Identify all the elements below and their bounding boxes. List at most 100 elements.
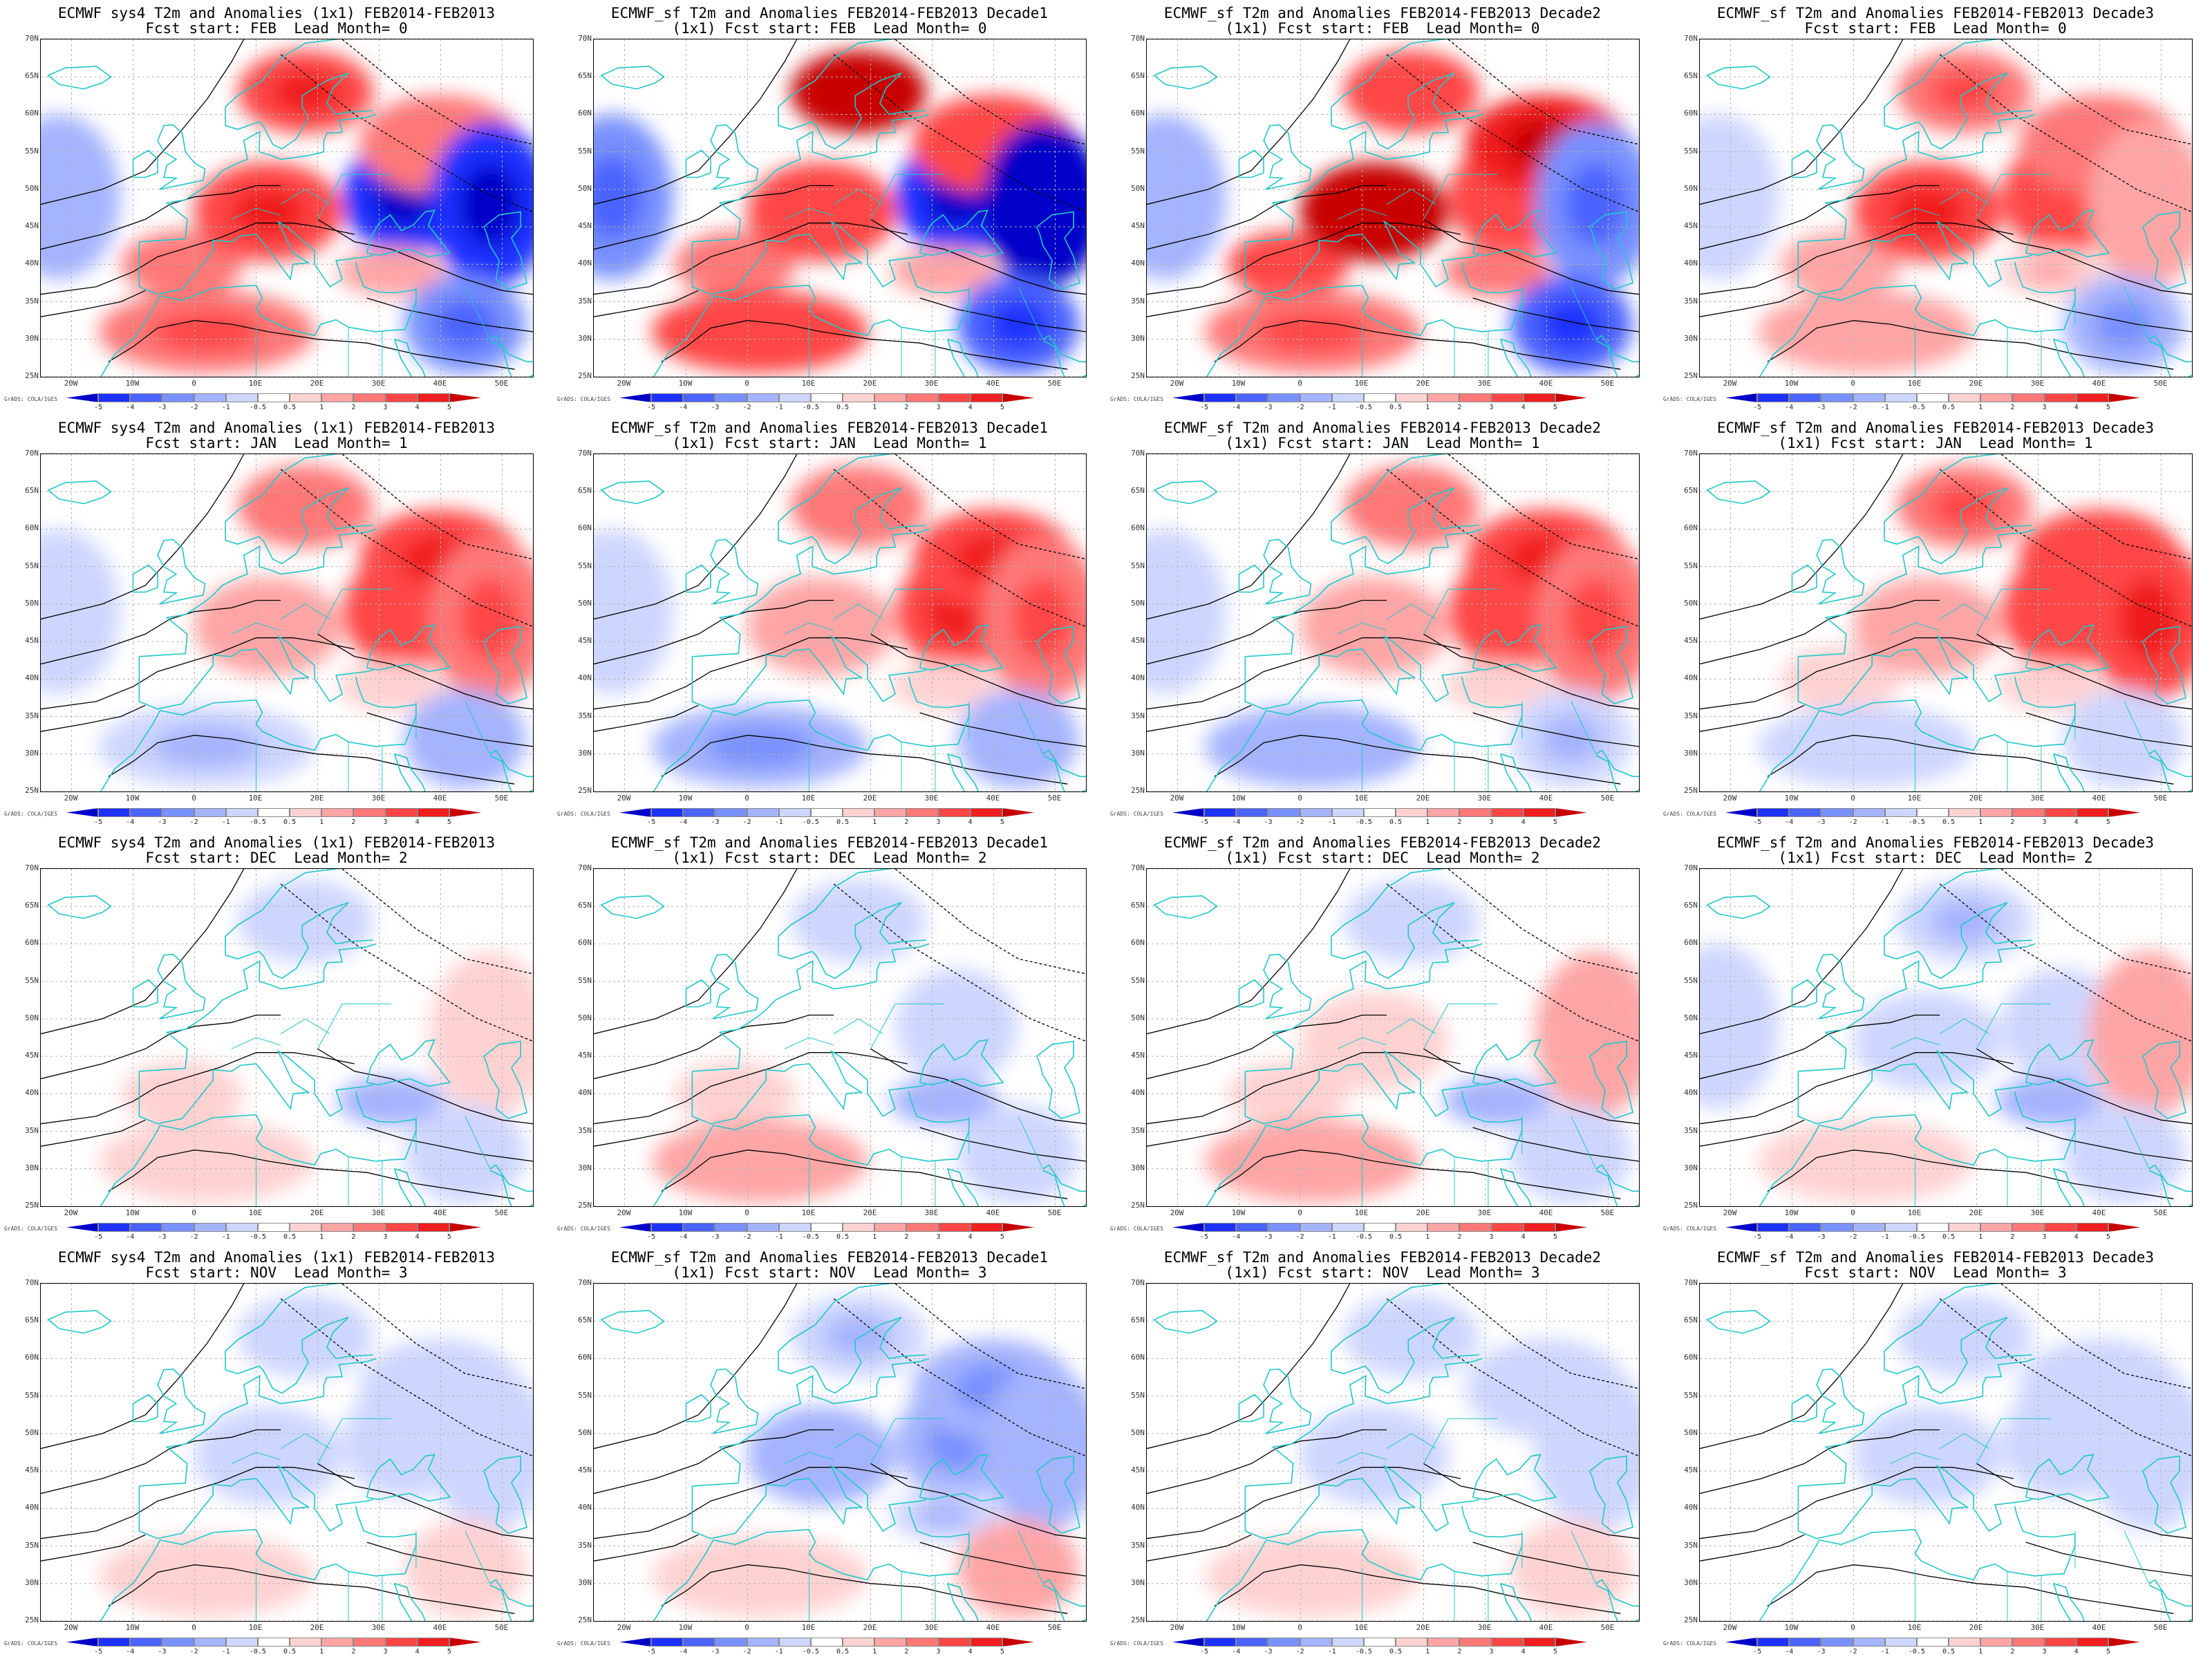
longitude-label: 40E xyxy=(2092,1623,2106,1632)
coastline xyxy=(2142,626,2187,704)
anomaly-map xyxy=(593,39,1087,377)
panel-title-line1: ECMWF sys4 T2m and Anomalies (1x1) FEB20… xyxy=(57,1249,496,1266)
contour-line xyxy=(1767,735,2174,785)
longitude-label: 50E xyxy=(2153,794,2168,803)
coastline xyxy=(1244,220,1479,295)
border-line xyxy=(833,189,883,205)
map-panel: ECMWF_sf T2m and Anomalies FEB2014-FEB20… xyxy=(1106,0,1659,415)
coastline xyxy=(1791,979,1817,1008)
coastline xyxy=(778,454,939,541)
coastline xyxy=(1595,340,1639,377)
longitude-label: 0 xyxy=(1850,379,1855,388)
colorbar-tick: 3 xyxy=(2042,1233,2047,1241)
colorbar-segment xyxy=(1789,808,1821,817)
colorbar-tick: 0.5 xyxy=(1389,404,1403,411)
border-line xyxy=(231,1037,281,1049)
border-line xyxy=(1386,1018,1436,1035)
colorbar-segment xyxy=(715,1223,747,1232)
colorbar-tick: -1 xyxy=(1880,1233,1889,1241)
colorbar-segment xyxy=(906,393,939,402)
contour-line xyxy=(870,1048,1086,1125)
longitude-label: 0 xyxy=(1297,794,1302,803)
latitude-label: 55N xyxy=(1684,1390,1698,1400)
latitude-label: 55N xyxy=(578,146,592,156)
colorbar-tick: 2 xyxy=(1457,1233,1462,1241)
anomaly-core-nafrica xyxy=(1258,1141,1367,1182)
longitude-label: 0 xyxy=(744,794,749,803)
longitude-label: 50E xyxy=(2153,1623,2168,1632)
colorbar-segment xyxy=(938,393,971,402)
colorbar xyxy=(1725,808,2140,817)
credit-text: GrADS: COLA/IGES xyxy=(1110,396,1164,402)
colorbar-tick: 5 xyxy=(1553,1233,1557,1241)
coastline xyxy=(1798,528,2036,657)
colorbar xyxy=(66,808,481,817)
colorbar-segment xyxy=(1459,1638,1492,1647)
colorbar-segment xyxy=(2012,393,2045,402)
colorbar-segment xyxy=(683,1223,715,1232)
coastline xyxy=(394,753,427,791)
coastlines xyxy=(1153,454,1639,791)
border-line xyxy=(231,207,281,220)
border-line xyxy=(1423,1418,1498,1464)
coastline xyxy=(1244,635,1479,710)
colorbar-tick: -2 xyxy=(1295,1233,1304,1241)
colorbar-segment xyxy=(1331,393,1364,402)
anomaly-core-mideast xyxy=(988,714,1049,764)
colorbar-tick: -2 xyxy=(742,1648,751,1656)
map-panel: ECMWF_sf T2m and Anomalies FEB2014-FEB20… xyxy=(1659,415,2212,830)
contour-line xyxy=(1700,1467,2014,1539)
contour-line xyxy=(1767,1150,2174,1199)
colorbar-segment xyxy=(1363,808,1396,817)
longitude-label: 40E xyxy=(986,1208,1000,1217)
anomaly-core-russia xyxy=(459,577,521,661)
longitude-label: 20W xyxy=(1723,1623,1737,1632)
colorbar-segment xyxy=(1853,1223,1885,1232)
colorbar-segment xyxy=(1757,393,1790,402)
contour-line xyxy=(1976,1048,2192,1125)
coastline xyxy=(139,943,377,1072)
coastline xyxy=(366,1039,451,1087)
colorbar-tick: 2 xyxy=(904,404,909,411)
contour-line xyxy=(1147,704,1252,732)
longitude-label: 20W xyxy=(617,1208,631,1217)
coastline xyxy=(157,124,206,190)
colorbar-tick: 5 xyxy=(1553,818,1557,826)
credit-text: GrADS: COLA/IGES xyxy=(557,1640,611,1647)
colorbar-segment xyxy=(194,1223,226,1232)
latitude-label: 45N xyxy=(578,1465,592,1475)
latitude-label: 50N xyxy=(1131,598,1145,608)
anomaly-map xyxy=(1699,868,2193,1207)
contour-line xyxy=(833,54,1086,213)
panel-title-line1: ECMWF_sf T2m and Anomalies FEB2014-FEB20… xyxy=(610,420,1049,436)
latitude-label: 65N xyxy=(1131,71,1145,81)
colorbar-segment xyxy=(1268,808,1300,817)
coastline xyxy=(1042,335,1086,363)
colorbar-segment xyxy=(1459,393,1492,402)
colorbar-tick: -4 xyxy=(126,1648,135,1656)
border-line xyxy=(833,603,883,620)
colorbar-segment xyxy=(1427,393,1460,402)
colorbar-segment xyxy=(2044,808,2077,817)
colorbar-tick: 4 xyxy=(415,404,420,411)
contour-line xyxy=(870,1463,1086,1539)
colorbar-segment xyxy=(290,393,322,402)
latitude-label: 25N xyxy=(25,1615,39,1624)
colorbar-tick: -5 xyxy=(1200,1233,1209,1241)
coastline xyxy=(1500,1583,1533,1621)
latitude-label: 70N xyxy=(1684,863,1698,872)
contour-line xyxy=(1147,454,1351,620)
latitude-label: 60N xyxy=(1131,109,1145,118)
colorbar-tick: 3 xyxy=(1489,404,1494,411)
contour-line xyxy=(280,54,533,213)
latitude-label: 35N xyxy=(1131,711,1145,720)
colorbar-tick: 0.5 xyxy=(1942,404,1956,411)
panel-title: ECMWF_sf T2m and Anomalies FEB2014-FEB20… xyxy=(1659,6,2212,36)
colorbar-segment xyxy=(1853,1638,1885,1647)
latitude-label: 30N xyxy=(578,333,592,343)
latitude-label: 70N xyxy=(1684,449,1698,458)
colorbar-segment xyxy=(417,808,449,817)
colorbar-tick: -2 xyxy=(742,404,751,411)
colorbar-segment xyxy=(1523,1223,1555,1232)
border-line xyxy=(2124,701,2150,755)
